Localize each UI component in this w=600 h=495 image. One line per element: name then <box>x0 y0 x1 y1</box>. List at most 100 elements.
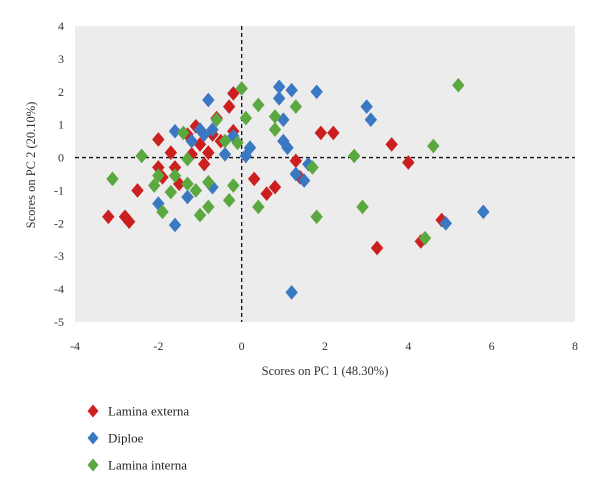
data-point <box>156 204 169 220</box>
data-point <box>181 151 194 167</box>
x-axis-label: Scores on PC 1 (48.30%) <box>262 364 389 378</box>
data-point <box>314 125 328 141</box>
y-axis-label: Scores on PC 2 (20.10%) <box>24 102 38 229</box>
x-tick-label: 4 <box>405 339 411 353</box>
data-point <box>168 217 182 233</box>
data-point <box>181 176 194 192</box>
data-point <box>235 81 248 96</box>
x-axis-ticks: -4 -2 0 2 4 6 8 <box>70 339 578 353</box>
data-point <box>152 160 165 175</box>
data-point <box>202 199 215 215</box>
data-point <box>252 199 265 215</box>
data-point <box>152 168 165 183</box>
data-point <box>364 112 378 128</box>
legend: Lamina externa Diploe Lamina interna <box>87 404 189 473</box>
data-point <box>181 189 194 205</box>
x-tick-label: 6 <box>489 339 495 353</box>
data-point <box>177 125 190 141</box>
data-point <box>439 216 453 231</box>
data-point <box>202 92 215 108</box>
data-point <box>193 137 207 152</box>
data-point <box>239 110 253 126</box>
legend-label: Lamina interna <box>108 458 187 473</box>
data-point <box>202 145 215 160</box>
legend-marker <box>87 431 99 445</box>
data-points <box>102 77 490 300</box>
y-tick-label: -2 <box>54 216 64 230</box>
legend-marker <box>87 458 99 472</box>
data-point <box>106 171 119 187</box>
data-point <box>418 230 432 246</box>
data-point <box>164 184 178 200</box>
data-point <box>231 135 244 151</box>
data-point <box>218 146 232 162</box>
x-tick-label: 8 <box>572 339 578 353</box>
data-point <box>131 183 144 198</box>
data-point <box>356 199 369 215</box>
data-point <box>227 178 240 193</box>
data-point <box>168 160 182 175</box>
y-axis-ticks: 4 3 2 1 0 -1 -2 -3 -4 -5 <box>54 19 64 329</box>
data-point <box>222 192 236 208</box>
x-tick-label: -4 <box>70 339 80 353</box>
data-point <box>118 209 132 225</box>
y-tick-label: 4 <box>58 19 64 33</box>
data-point <box>477 204 490 220</box>
data-point <box>193 122 207 137</box>
data-point <box>347 148 361 164</box>
y-tick-label: -4 <box>54 282 64 296</box>
data-point <box>185 133 198 149</box>
data-point <box>360 99 373 114</box>
data-point <box>385 137 398 152</box>
data-point <box>310 209 323 225</box>
y-tick-label: 3 <box>58 52 64 66</box>
data-point <box>227 86 240 101</box>
y-tick-label: 2 <box>58 85 64 99</box>
data-point <box>252 97 265 113</box>
data-point <box>168 168 182 183</box>
data-point <box>272 79 286 95</box>
data-point <box>218 133 232 149</box>
reference-lines <box>75 26 575 322</box>
y-tick-label: -3 <box>54 249 64 263</box>
data-point <box>210 112 223 128</box>
data-point <box>427 138 440 154</box>
data-point <box>243 140 257 156</box>
data-point <box>202 174 215 190</box>
data-point <box>289 153 303 169</box>
data-point <box>164 145 178 160</box>
data-point <box>122 214 136 230</box>
y-tick-label: -5 <box>54 315 64 329</box>
x-tick-label: 2 <box>322 339 328 353</box>
data-point <box>297 173 311 188</box>
data-point <box>102 209 115 225</box>
plot-area <box>75 26 575 322</box>
data-point <box>268 179 282 195</box>
data-point <box>289 166 303 182</box>
y-tick-label: 1 <box>58 118 64 132</box>
data-point <box>268 109 282 124</box>
legend-marker <box>87 404 99 418</box>
data-point <box>281 140 294 156</box>
data-point <box>289 99 303 114</box>
data-point <box>285 285 298 300</box>
data-point <box>189 183 203 198</box>
data-point <box>452 77 465 93</box>
x-tick-label: -2 <box>153 339 163 353</box>
legend-label: Diploe <box>108 431 144 446</box>
data-point <box>306 160 319 175</box>
data-point <box>222 99 236 114</box>
data-point <box>402 155 415 170</box>
y-tick-label: -1 <box>54 183 64 197</box>
data-point <box>247 171 261 187</box>
data-point <box>370 240 384 256</box>
data-point <box>197 127 211 142</box>
data-point <box>168 123 182 139</box>
data-point <box>147 178 161 193</box>
data-point <box>310 84 323 100</box>
data-point <box>285 82 298 98</box>
x-tick-label: 0 <box>239 339 245 353</box>
data-point <box>327 125 340 141</box>
data-point <box>135 148 148 164</box>
data-point <box>193 207 207 223</box>
